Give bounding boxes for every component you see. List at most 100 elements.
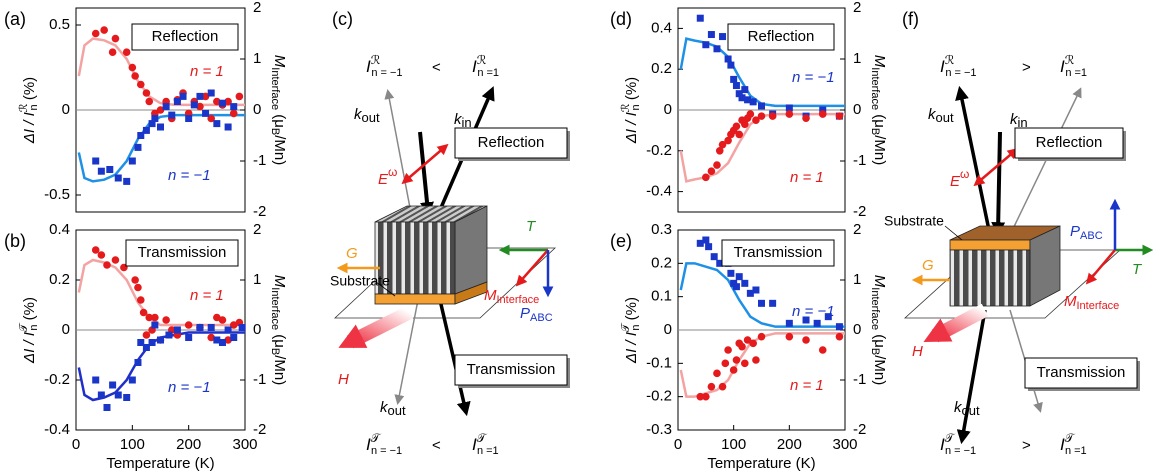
box-label: Transmission (467, 361, 556, 378)
point (696, 14, 704, 22)
point (719, 33, 727, 41)
axis-label: MInterface (μB/Mn) (869, 275, 888, 385)
point (156, 106, 165, 114)
point (218, 339, 226, 346)
panel-label: (e) (610, 231, 632, 251)
sub: n =1 (477, 67, 499, 79)
x-tick-label: 100 (721, 436, 746, 453)
arrow (338, 305, 414, 349)
sub: Interface (869, 67, 881, 110)
symbol: k (1010, 111, 1019, 128)
point (224, 123, 232, 131)
text: (%) (623, 77, 640, 105)
sub: Interface (1077, 300, 1120, 312)
y-tick-label: -0.1 (646, 354, 672, 371)
symbol: M (1064, 293, 1077, 310)
box (454, 354, 568, 386)
sub: Interface (269, 287, 281, 330)
point (746, 289, 754, 297)
text: ΔI / I (21, 332, 38, 364)
y-tick-label: 0 (62, 321, 70, 338)
point (785, 110, 794, 118)
point (185, 115, 193, 122)
point (230, 334, 238, 341)
text: /Mn) (871, 135, 888, 165)
leader (375, 281, 396, 297)
x-tick-label: 300 (832, 436, 857, 453)
point (136, 296, 145, 304)
point (91, 246, 100, 254)
axis-label: MInterface (μB/Mn) (269, 275, 288, 385)
point (741, 359, 749, 368)
sup: 𝒯 (371, 431, 382, 445)
point (785, 319, 793, 327)
text: (μ (271, 330, 288, 348)
symbol: I (1060, 435, 1065, 454)
point (758, 299, 765, 307)
point (97, 251, 106, 259)
relation: < (432, 59, 441, 76)
point (713, 369, 721, 378)
point (746, 110, 755, 118)
sub: Interface (869, 287, 881, 330)
point (702, 236, 710, 244)
point (207, 333, 215, 342)
point (103, 261, 111, 269)
point (707, 167, 716, 175)
point (202, 109, 210, 117)
k-label: kin (1010, 111, 1028, 130)
series-label: n = −1 (792, 303, 835, 320)
leader (944, 225, 963, 241)
box-label: Reflection (748, 28, 815, 45)
point (752, 116, 760, 124)
point (196, 324, 204, 331)
y2-tick-label: 1 (853, 50, 861, 67)
sub: ABC (1080, 230, 1103, 242)
point (196, 92, 204, 100)
box (1014, 127, 1124, 159)
axis-label: MInterface (μB/Mn) (869, 55, 888, 165)
box (454, 127, 568, 159)
arrow (418, 131, 434, 217)
point (91, 29, 100, 38)
y2-tick-label: 1 (253, 271, 261, 288)
point (123, 177, 131, 185)
y-tick-label: 0 (62, 101, 70, 118)
point (103, 404, 111, 411)
sub: B (269, 348, 281, 355)
series-label: n = −1 (168, 167, 211, 184)
point (148, 339, 156, 346)
point (196, 102, 204, 111)
point (224, 326, 232, 334)
point (702, 173, 710, 182)
y2-tick-label: 0 (853, 101, 861, 118)
sup: ℛ (620, 103, 632, 112)
sub: B (869, 348, 881, 355)
y-tick-label: 0.2 (651, 254, 672, 271)
substrate-label: Substrate (330, 273, 390, 289)
point (835, 323, 843, 331)
box (125, 239, 239, 267)
text: /Mn) (271, 355, 288, 385)
point (757, 112, 766, 120)
y2-tick-label: 0 (253, 101, 261, 118)
y2-tick-label: -2 (253, 421, 266, 438)
sub: n (28, 325, 40, 331)
intensity-label: I𝒯 n = −1 (366, 431, 402, 457)
point (713, 161, 721, 169)
y2-tick-label: -2 (253, 203, 266, 220)
y2-tick-label: -1 (853, 152, 866, 169)
point (162, 316, 170, 324)
sub: n = −1 (371, 67, 402, 79)
box (721, 239, 835, 267)
k-label: kin (454, 111, 472, 130)
h-label: H (338, 371, 349, 388)
symbol: P (520, 305, 530, 322)
y-tick-label: -0.3 (646, 421, 672, 438)
intensity-label: Iℛ n =1 (472, 53, 499, 79)
point (732, 283, 740, 291)
arrow (1009, 87, 1082, 236)
point (92, 157, 100, 165)
point (718, 382, 727, 391)
